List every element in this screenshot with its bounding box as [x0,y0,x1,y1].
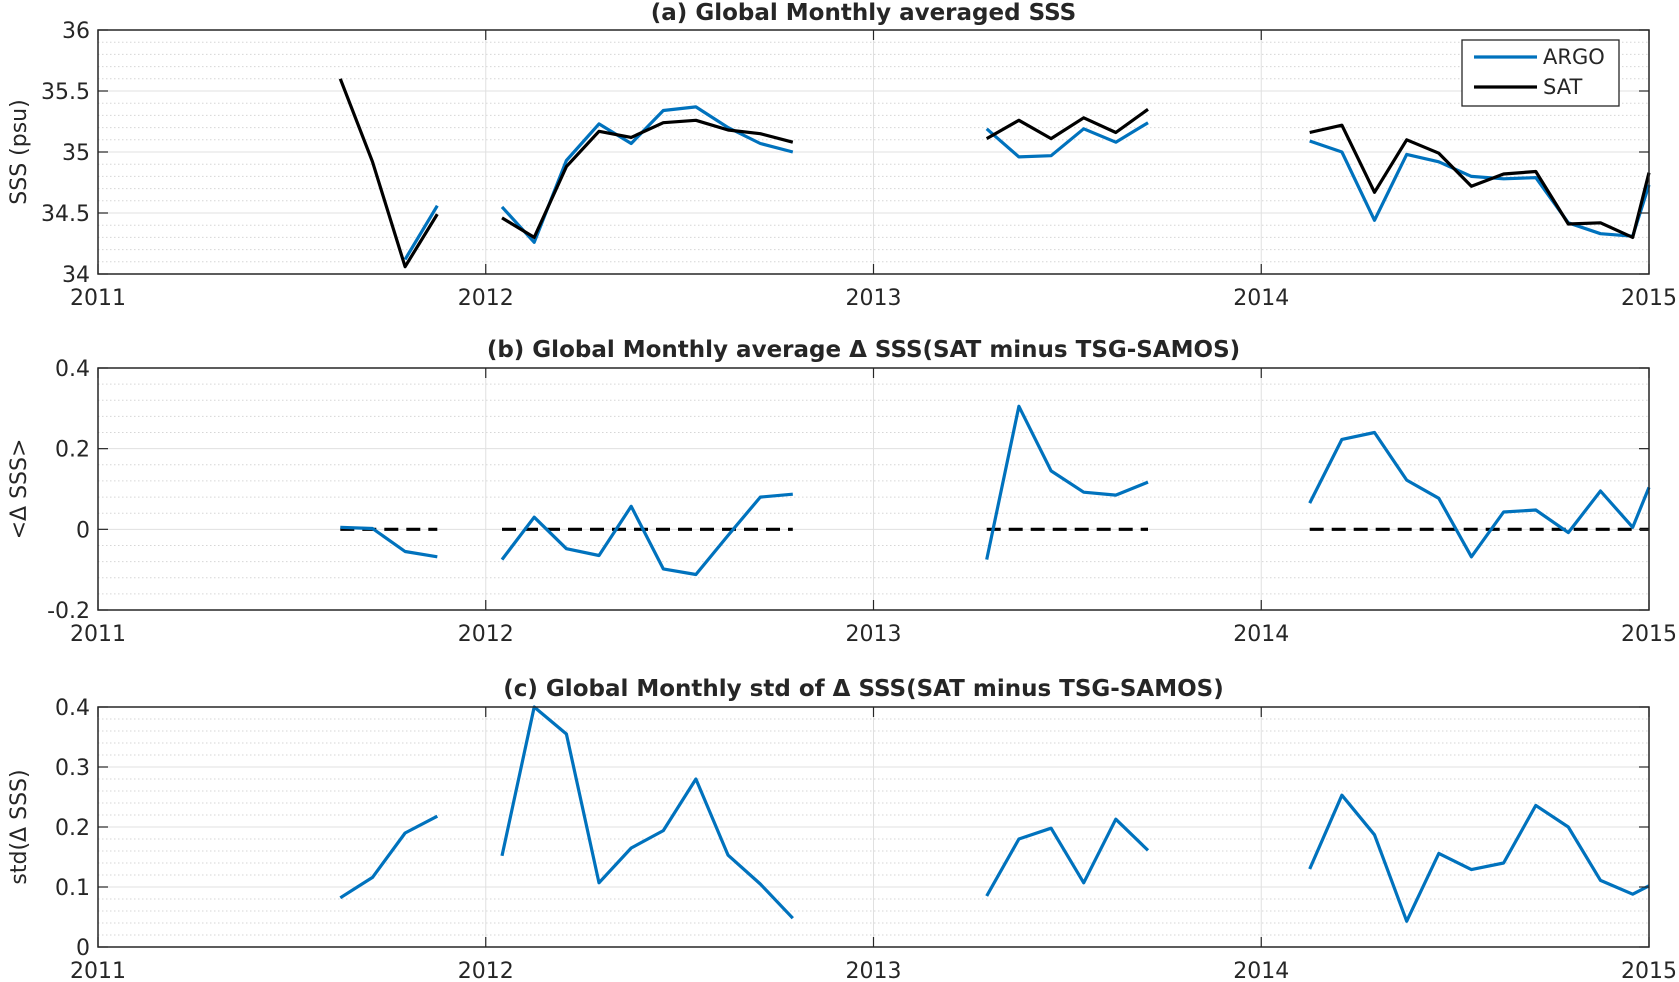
panel-c: 0 0.1 0.2 0.3 0.4 2011 2012 2013 2014 2015 (c) Glo… [7,676,1677,982]
x-tick-label: 2011 [70,622,126,647]
y-tick-label: 0.4 [55,357,90,382]
y-tick-label: 34 [62,263,90,288]
legend: ARGO SAT [1461,39,1620,107]
x-tick-label: 2011 [70,286,126,311]
y-tick-label: 0 [76,936,90,961]
legend-label: SAT [1543,75,1582,99]
y-tick-label: -0.2 [47,599,90,624]
argo-line-segment [985,121,1149,159]
sat-line-segment [338,78,439,269]
y-tick-label: 0 [76,518,90,543]
argo-line-segment [1309,139,1651,238]
y-tick-label: 36 [62,19,90,44]
delta-sss-line-segment [500,492,793,577]
delta-sss-line-segment [985,404,1149,560]
argo-line-segment [403,204,439,261]
delta-sss-line-segment [339,814,439,900]
x-tick-label: 2013 [846,286,902,311]
legend-label: ARGO [1543,45,1605,69]
x-tick-label: 2012 [458,622,514,647]
sat-line-segment [501,118,794,239]
y-axis-label: <Δ SSS> [7,439,32,540]
x-tick-label: 2013 [846,959,902,982]
delta-sss-line-segment [340,525,438,559]
sat-line-segment [1309,123,1651,239]
y-tick-label: 35 [62,141,90,166]
x-tick-label: 2013 [846,622,902,647]
y-tick-label: 0.3 [55,756,90,781]
x-tick-label: 2015 [1621,959,1677,982]
delta-sss-line-segment [1308,430,1651,559]
y-tick-label: 0.2 [55,816,90,841]
y-tick-label: 0.1 [55,876,90,901]
x-tick-label: 2015 [1621,286,1677,311]
x-tick-label: 2012 [458,959,514,982]
panel-b: -0.2 0 0.2 0.4 2011 2012 2013 2014 2015 (b) Globa… [7,337,1677,647]
y-axis-label: SSS (psu) [7,99,32,204]
x-tick-label: 2014 [1233,286,1289,311]
y-tick-label: 0.2 [55,438,90,463]
delta-sss-line-segment [500,705,794,920]
y-tick-label: 35.5 [41,80,90,105]
x-tick-label: 2015 [1621,622,1677,647]
x-tick-label: 2014 [1233,959,1289,982]
chart-title: (b) Global Monthly average Δ SSS(SAT min… [487,337,1240,363]
y-tick-label: 34.5 [41,202,90,227]
delta-sss-line-segment [1308,793,1650,923]
legend-box [1461,39,1620,107]
sat-line-segment [985,108,1149,141]
chart-title: (a) Global Monthly averaged SSS [651,0,1076,26]
x-tick-label: 2012 [458,286,514,311]
y-axis-label: std(Δ SSS) [7,769,32,884]
panel-a: 34 34.5 35 35.5 36 2011 2012 2013 2014 2015 (a) Gl… [7,0,1677,311]
delta-sss-line-segment [985,817,1150,897]
y-tick-label: 0.4 [55,696,90,721]
chart-title: (c) Global Monthly std of Δ SSS(SAT minu… [503,676,1223,702]
x-tick-label: 2014 [1233,622,1289,647]
x-tick-label: 2011 [70,959,126,982]
